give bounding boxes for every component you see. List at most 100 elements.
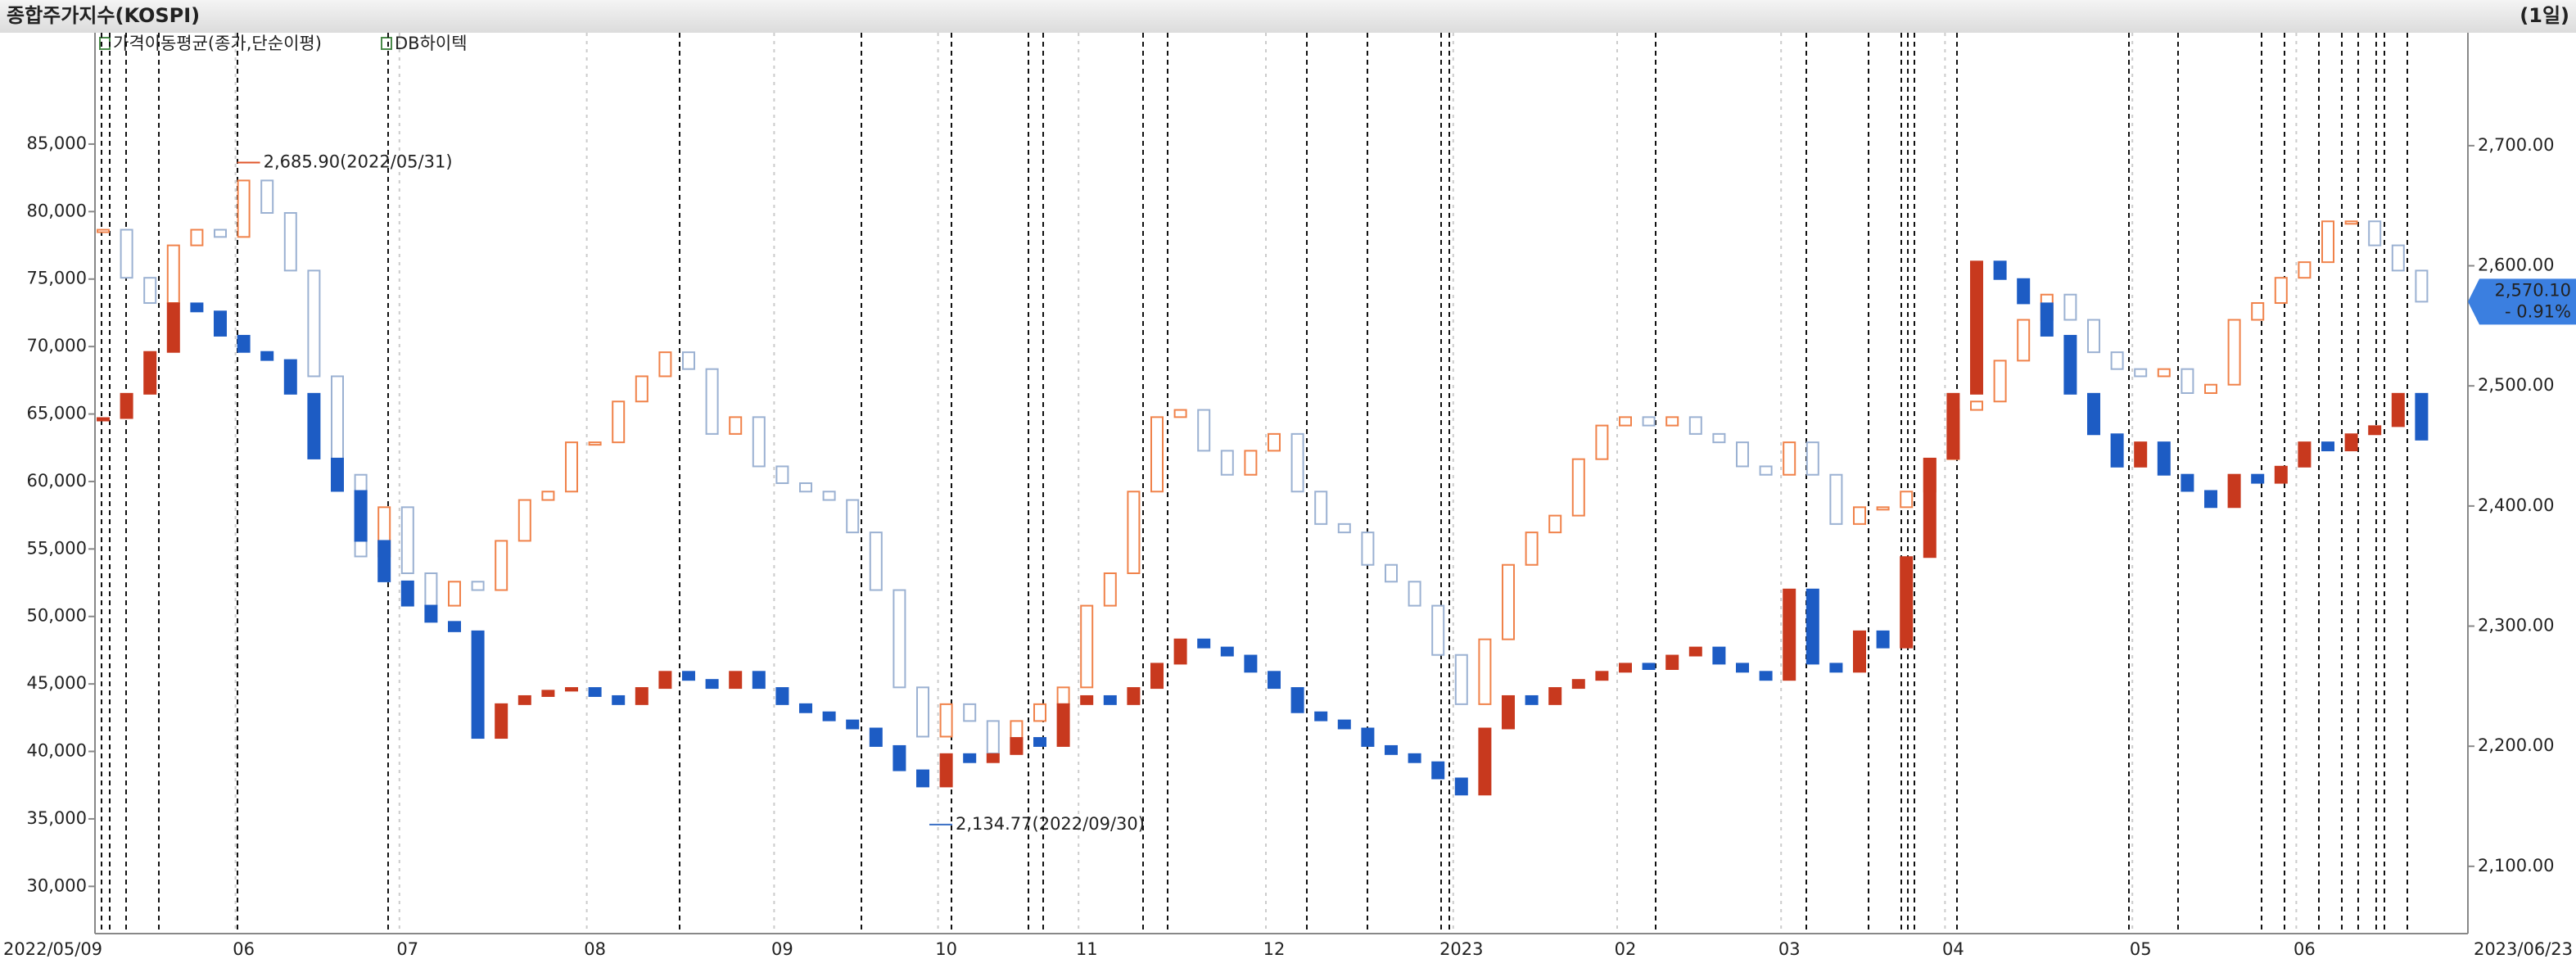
candle [1103,694,1117,705]
x-tick-label: 12 [1263,939,1286,959]
candle [1173,409,1187,418]
candle [237,334,251,353]
candle [120,392,133,419]
candle [2134,441,2148,468]
period[interactable]: (1일) [2520,4,2569,27]
candle [799,703,812,713]
y-tick-label: 50,000 [27,606,87,626]
legend-indicator[interactable]: 가격이동평균(종가,단순이평) [113,34,322,53]
candle [1736,441,1749,468]
candle [1337,522,1351,534]
x-tick-label: 02 [1615,939,1637,959]
candle [1829,663,1843,673]
candle [682,351,695,370]
candle [2087,319,2100,354]
candle [541,491,555,501]
candle [1268,432,1281,452]
y-tick-label: 40,000 [27,741,87,761]
candle [1150,416,1164,493]
header-bar [0,0,2576,33]
candle [1900,556,1914,649]
candle [1385,744,1398,755]
legend-series[interactable]: DB하이텍 [395,34,468,53]
y-tick-label: 70,000 [27,336,87,355]
candle [939,703,953,738]
y-tick-label: 30,000 [27,875,87,895]
candle [1337,719,1351,730]
candle [214,228,227,238]
candle [1665,416,1679,427]
candle [1103,572,1117,607]
candle [237,179,251,238]
candle [705,368,719,435]
x-tick-label: 06 [2294,939,2316,959]
candle [1946,392,1960,459]
candle [1173,638,1187,665]
candle [1244,450,1258,476]
y2-tick-label: 2,500.00 [2478,375,2555,395]
candle [97,417,110,422]
candle [1314,491,1328,525]
candle [752,416,766,468]
candle [2344,220,2358,225]
candle [97,228,110,233]
candle [1595,424,1609,460]
candle [752,671,766,690]
candle [2134,368,2148,378]
candle [1805,441,1819,476]
candle [1876,506,1890,511]
candle [2157,441,2171,476]
candle [1853,506,1866,525]
candle [2227,473,2241,509]
candle [2298,261,2312,279]
y2-tick-label: 2,400.00 [2478,495,2555,515]
candle [963,753,977,763]
candle [658,671,672,690]
candle [1619,663,1632,673]
y2-tick-label: 2,100.00 [2478,856,2555,875]
candle [916,686,929,738]
candle [2227,319,2241,386]
y-tick-label: 80,000 [27,201,87,220]
candle [939,753,953,788]
candle [775,687,789,705]
candle [2040,302,2054,337]
candle [635,687,649,705]
candle [1431,761,1445,780]
candle [1571,679,1585,690]
x-tick-label: 03 [1778,939,1801,959]
candle [2321,220,2334,264]
y2-tick-label: 2,700.00 [2478,135,2555,155]
candle [2204,383,2217,395]
candle [1454,777,1468,796]
y-tick-label: 55,000 [27,538,87,558]
y-tick-label: 85,000 [27,133,87,153]
candle [331,457,344,492]
y-tick-label: 35,000 [27,808,87,828]
candle [1408,581,1421,607]
candle [1220,646,1234,657]
y2-tick-label: 2,200.00 [2478,735,2555,755]
candle [2368,220,2382,247]
candle [448,621,461,632]
candle [729,416,743,435]
candle [260,351,274,361]
candle [658,351,672,378]
candle [1033,703,1046,722]
candle [2087,392,2100,436]
candle [846,719,860,730]
candle [1548,514,1562,534]
candle [2181,473,2194,492]
candle [2204,490,2217,509]
candle [822,711,836,721]
annotation: 2,685.90(2022/05/31) [264,152,453,172]
candle [1688,646,1702,657]
candle [1525,694,1539,705]
y2-tick-label: 2,600.00 [2478,256,2555,275]
candle [1220,450,1234,476]
candle [2063,334,2077,395]
candle [471,581,485,591]
candle [2298,441,2312,468]
candle [1385,563,1398,583]
